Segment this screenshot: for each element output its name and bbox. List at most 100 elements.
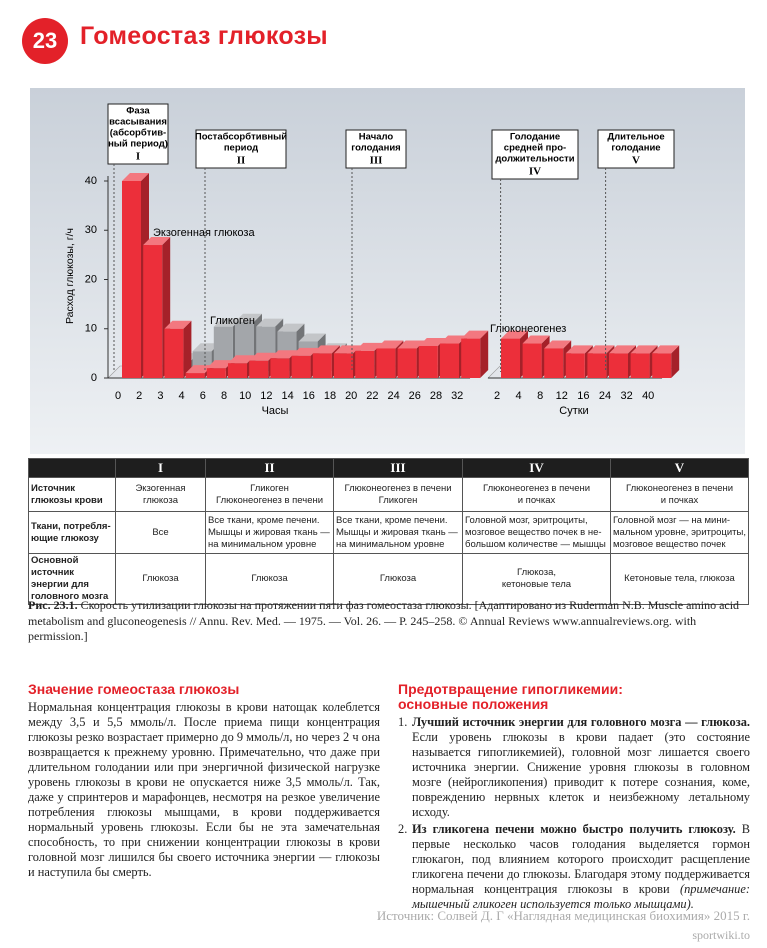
- bar-top: [164, 320, 192, 329]
- table-cell: Глюкоза: [115, 553, 206, 605]
- phase-label: всасывания: [109, 117, 167, 128]
- phase-label: период: [224, 143, 258, 154]
- bar: [397, 348, 417, 378]
- bar-top: [291, 347, 319, 356]
- row-label-line: ющие глюкозу: [31, 532, 99, 544]
- bar-top: [185, 365, 213, 374]
- bar-top: [213, 318, 241, 327]
- bar-top: [522, 335, 550, 344]
- table-cell: Глюкоза, кетоновые тела: [462, 553, 611, 605]
- table-cell: Головной мозг, эритроциты, мозговое вещес…: [462, 511, 611, 554]
- bar-top: [228, 355, 255, 364]
- bar-top: [249, 352, 277, 361]
- bar-top: [256, 318, 284, 327]
- table-cell: Кетоновые тела, глюкоза: [610, 553, 749, 605]
- bar-group: [164, 320, 192, 378]
- bar: [544, 348, 564, 378]
- phase-box: [491, 129, 579, 180]
- bar: [440, 343, 459, 378]
- bar-top: [376, 340, 404, 349]
- bar: [609, 353, 628, 378]
- y-axis-label: Расход глюкозы, г/ч: [64, 228, 76, 324]
- table-header-cell: V: [610, 458, 749, 478]
- item-text: В первые несколько часов голодания выдел…: [412, 822, 750, 896]
- y-tick-label: 20: [85, 273, 97, 285]
- bar-top: [235, 313, 262, 322]
- bar-top: [270, 350, 298, 359]
- row-label-line: Основной источник: [31, 555, 79, 578]
- x-tick-label: 24: [599, 390, 611, 402]
- bar-top: [143, 237, 171, 246]
- chapter-title: Гомеостаз глюкозы: [80, 22, 328, 50]
- phase-numeral: IV: [529, 166, 541, 178]
- x-tick-label: 20: [345, 390, 357, 402]
- row-label-line: глюкозы крови: [31, 494, 103, 506]
- row-label-line: энергии для: [31, 579, 89, 590]
- cell-line: мальном уровне, эритроциты,: [613, 526, 746, 538]
- x-tick-label: 16: [303, 390, 315, 402]
- left-column: Значение гомеостаза глюкозы Нормальная к…: [28, 682, 380, 880]
- list-item: 2. Из гликогена печени можно быстро получ…: [398, 822, 750, 912]
- table-header-cell: I: [115, 458, 206, 478]
- cell-line: Мышцы и жировая ткань —: [336, 526, 458, 538]
- x-tick-label: 32: [451, 390, 463, 402]
- x-tick-label: 4: [516, 390, 522, 402]
- row-label: Ткани, потребля-ющие глюкозу: [28, 511, 116, 554]
- table-row: Ткани, потребля-ющие глюкозу Все Все ткани…: [28, 511, 749, 554]
- phase-label: Начало: [359, 132, 394, 143]
- row-label-line: головного мозга: [31, 591, 109, 602]
- bar: [249, 360, 269, 378]
- bar: [291, 355, 311, 378]
- bar: [522, 343, 542, 378]
- bar-top: [565, 345, 593, 354]
- cell-line: Глюконеогенез в печени: [215, 494, 324, 506]
- bar: [312, 353, 332, 378]
- bar-side: [183, 320, 192, 378]
- x-tick-label: 10: [239, 390, 251, 402]
- phase-numeral: III: [370, 155, 383, 167]
- x-tick-label: 0: [115, 390, 121, 402]
- cell-line: Мышцы и жировая ткань —: [208, 526, 330, 538]
- cell-line: кетоновые тела: [501, 579, 572, 590]
- phase-label: Фаза: [126, 106, 150, 117]
- x-tick-label: 12: [556, 390, 568, 402]
- bar-top: [418, 337, 446, 346]
- x-tick-label: 8: [221, 390, 227, 402]
- bar: [418, 345, 438, 378]
- bar-top: [609, 345, 636, 354]
- item-note: (примечание: мышечный гликоген используе…: [412, 882, 750, 911]
- bar-top: [277, 323, 305, 332]
- cell-line: на минимальном уровне: [208, 538, 317, 550]
- chapter-number: 23: [33, 28, 57, 53]
- phase-label: должительности: [495, 154, 574, 165]
- cell-line: и почках: [517, 494, 556, 506]
- bar-side: [480, 330, 489, 378]
- cell-line: мозговое вещество почек в не-: [465, 526, 602, 538]
- bar-group: [461, 330, 489, 378]
- bar: [143, 245, 163, 378]
- series-label: Гликоген: [210, 315, 255, 327]
- phase-numeral: V: [632, 155, 640, 167]
- site-name: sportwiki.to: [692, 928, 750, 942]
- phase-label: голодание: [611, 143, 660, 154]
- cell-line: Глюкоза: [142, 573, 179, 584]
- cell-line: Глюкоза: [251, 573, 288, 584]
- phase-label: голодания: [351, 143, 400, 154]
- row-label-line: Источник: [31, 482, 76, 494]
- cell-line: Глюкоза,: [517, 567, 556, 578]
- table-header-cell: II: [205, 458, 334, 478]
- table-cell: Глюконеогенез в печени и почках: [610, 477, 749, 512]
- item-lead: Из гликогена печени можно быстро получит…: [412, 822, 736, 836]
- table-header-cell: IV: [462, 458, 611, 478]
- bar-top: [334, 345, 361, 354]
- table-cell: Гликоген Глюконеогенез в печени: [205, 477, 334, 512]
- cell-line: Гликоген: [250, 482, 289, 494]
- phase-label: средней про-: [504, 143, 566, 154]
- bar-side: [671, 345, 680, 378]
- bar-group: [397, 340, 425, 378]
- phase-label: Голодание: [510, 132, 560, 143]
- table-cell: Экзогенная глюкоза: [115, 477, 206, 512]
- x-tick-label: 18: [324, 390, 336, 402]
